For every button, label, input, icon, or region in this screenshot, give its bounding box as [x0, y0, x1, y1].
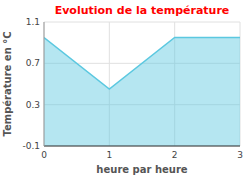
plot-area — [44, 38, 240, 147]
y-axis — [44, 22, 45, 146]
x-tick-label: 0 — [41, 150, 47, 160]
x-tick-label: 2 — [172, 150, 178, 160]
y-axis-label: Température en °C — [2, 31, 13, 136]
y-tick-label: 1.1 — [26, 17, 40, 27]
x-axis-label: heure par heure — [96, 164, 187, 175]
x-tick-label: 1 — [106, 150, 112, 160]
x-axis — [44, 146, 240, 147]
background — [0, 0, 250, 188]
title: Evolution de la température — [55, 4, 230, 17]
grid-line — [44, 146, 240, 147]
y-tick-label: 0.7 — [26, 58, 40, 68]
y-tick-label: -0.1 — [22, 141, 40, 151]
y-tick-label: 0.3 — [26, 100, 40, 110]
grid-line — [44, 22, 240, 23]
x-tick-label: 3 — [237, 150, 243, 160]
grid — [44, 22, 240, 146]
grid-line — [44, 22, 45, 146]
chart: -0.1 0.3 0.7 1.1 0 1 2 3 Evolution de la tempéra… — [0, 0, 250, 188]
line — [44, 38, 240, 90]
area-fill — [44, 38, 240, 147]
